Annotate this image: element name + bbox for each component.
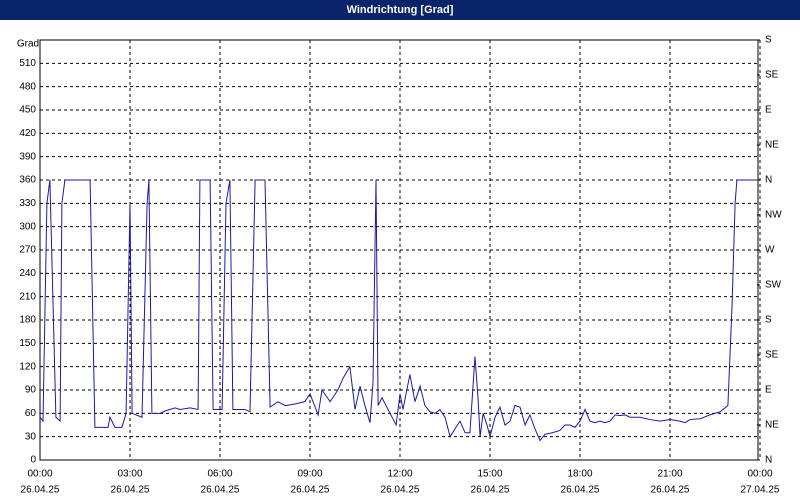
x-tick-date: 26.04.25 xyxy=(471,485,510,496)
y-tick-label: 210 xyxy=(19,291,36,302)
x-tick-label: 00:00 xyxy=(27,469,52,480)
y-tick-label: 120 xyxy=(19,361,36,372)
x-tick-date: 26.04.25 xyxy=(21,485,60,496)
x-tick-label: 06:00 xyxy=(207,469,232,480)
y-tick-label: 240 xyxy=(19,268,36,279)
y2-tick-label: N xyxy=(765,455,772,466)
y-tick-label: 510 xyxy=(19,58,36,69)
y-tick-label: 420 xyxy=(19,128,36,139)
y-tick-label: 60 xyxy=(25,408,37,419)
x-tick-date: 26.04.25 xyxy=(561,485,600,496)
y-tick-label: 330 xyxy=(19,198,36,209)
y2-tick-label: NW xyxy=(765,210,782,221)
y2-tick-label: E xyxy=(765,385,772,396)
x-tick-date: 26.04.25 xyxy=(381,485,420,496)
y-tick-label: 300 xyxy=(19,221,36,232)
y2-tick-label: S xyxy=(765,35,772,46)
y-tick-label: 30 xyxy=(25,431,37,442)
x-tick-date: 26.04.25 xyxy=(111,485,150,496)
x-tick-date: 27.04.25 xyxy=(741,485,780,496)
x-tick-label: 12:00 xyxy=(387,469,412,480)
y-tick-label: 90 xyxy=(25,385,37,396)
data-line xyxy=(39,179,758,442)
x-tick-label: 15:00 xyxy=(477,469,502,480)
plot-border xyxy=(39,39,759,461)
y2-tick-label: N xyxy=(765,175,772,186)
x-tick-label: 00:00 xyxy=(747,469,772,480)
y-tick-label: 150 xyxy=(19,338,36,349)
x-tick-date: 26.04.25 xyxy=(651,485,690,496)
x-tick-label: 09:00 xyxy=(297,469,322,480)
y-tick-label: 270 xyxy=(19,245,36,256)
y-tick-label: 480 xyxy=(19,81,36,92)
x-tick-label: 18:00 xyxy=(567,469,592,480)
y-tick-label: 360 xyxy=(19,175,36,186)
y-tick-label: 180 xyxy=(19,315,36,326)
y2-tick-label: S xyxy=(765,315,772,326)
x-tick-date: 26.04.25 xyxy=(291,485,330,496)
y2-tick-label: SE xyxy=(765,350,779,361)
title-bar xyxy=(0,0,800,20)
y2-tick-label: NE xyxy=(765,420,779,431)
y-axis-label: Grad xyxy=(17,39,39,50)
x-tick-label: 21:00 xyxy=(657,469,682,480)
y-tick-label: 450 xyxy=(19,105,36,116)
y2-tick-label: E xyxy=(765,105,772,116)
y2-tick-label: NE xyxy=(765,140,779,151)
y2-tick-label: SE xyxy=(765,70,779,81)
x-tick-date: 26.04.25 xyxy=(201,485,240,496)
chart-title: Windrichtung [Grad] xyxy=(347,4,454,16)
y2-tick-label: SW xyxy=(765,280,782,291)
x-tick-label: 03:00 xyxy=(117,469,142,480)
y2-tick-label: W xyxy=(765,245,775,256)
y-tick-label: 0 xyxy=(30,455,36,466)
y-tick-label: 390 xyxy=(19,151,36,162)
